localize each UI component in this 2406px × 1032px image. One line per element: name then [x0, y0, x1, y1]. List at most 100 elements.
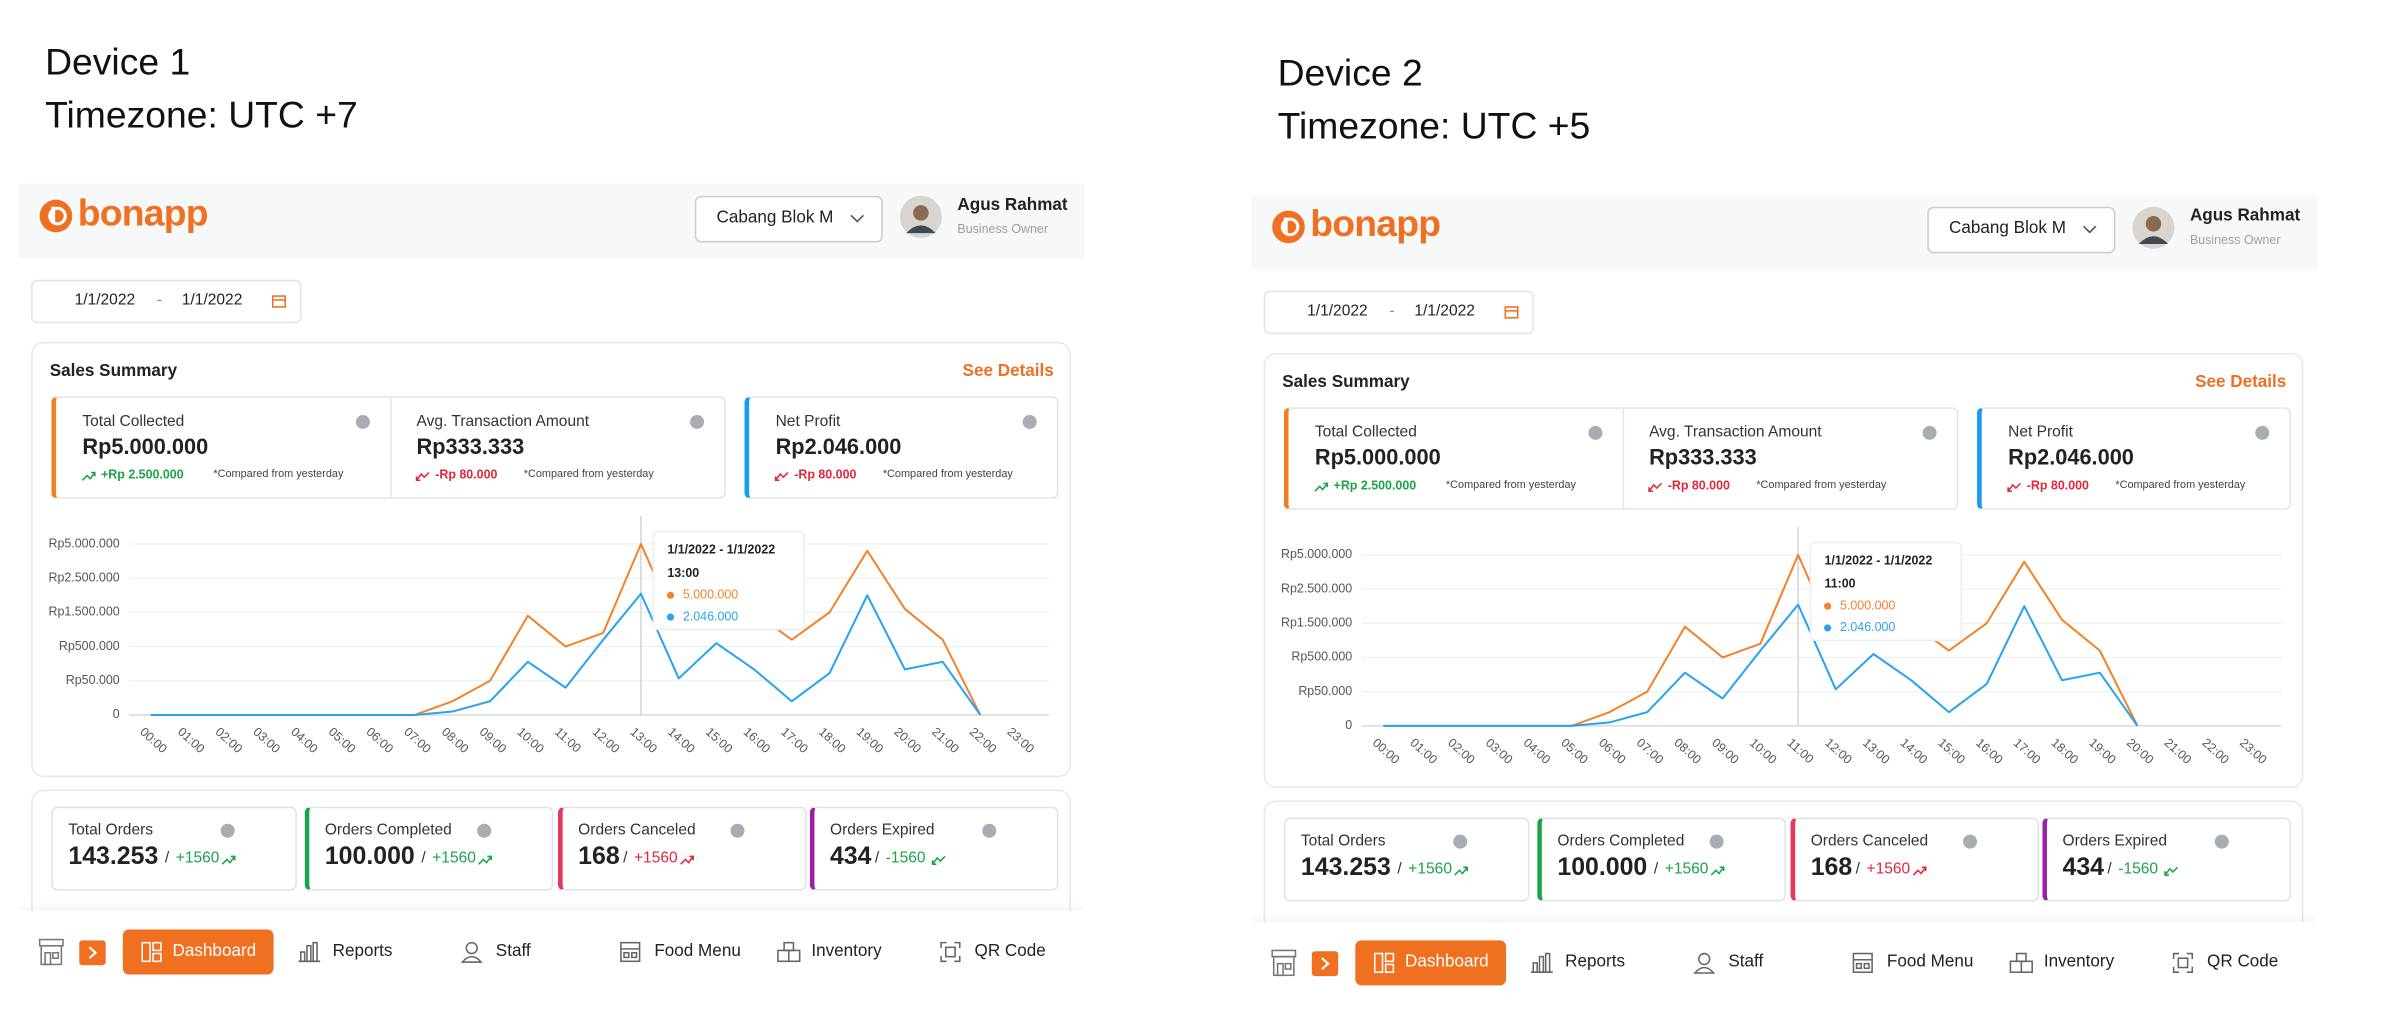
tooltip-value: 5.000.000 [1840, 598, 1895, 612]
metric-group: Net Profit Rp2.046.000 -Rp 80.000 *Compared… [744, 396, 1059, 499]
order-stat: Total Orders 143.253 / +1560 [51, 806, 297, 891]
nav-icon-part [1852, 952, 1873, 973]
branch-select-text: Cabang Blok M [716, 208, 834, 227]
x-tick-label: 03:00 [250, 725, 283, 756]
order-stat: Orders Expired 434/ -1560 [809, 806, 1059, 891]
nav-item[interactable]: Reports [1530, 940, 1671, 985]
y-tick-label: 0 [1345, 718, 1352, 732]
x-tick-label: 13:00 [1860, 736, 1893, 767]
x-tick-label: 04:00 [288, 725, 321, 756]
metric-label: Avg. Transaction Amount [1649, 424, 1822, 442]
nav-item-active[interactable]: Dashboard [1355, 940, 1507, 986]
x-tick-label: 03:00 [1483, 736, 1516, 767]
x-tick-label: 21:00 [2162, 736, 2195, 767]
logo-icon-part [48, 206, 67, 226]
nav-item[interactable]: Reports [298, 929, 438, 974]
order-separator: / [874, 850, 880, 868]
device-label: Device 2 [1277, 52, 1423, 95]
nav-label: Inventory [2043, 952, 2115, 972]
x-tick-label: 14:00 [1898, 736, 1931, 767]
see-details-link[interactable]: See Details [962, 362, 1054, 381]
x-tick-label: 02:00 [1445, 736, 1478, 767]
x-tick-label: 00:00 [1370, 736, 1403, 767]
order-change: +1560 [175, 850, 220, 868]
series-line [1383, 553, 2139, 727]
trend-icon-part [2007, 482, 2022, 492]
metric-label: Net Profit [775, 413, 841, 431]
nav-item[interactable]: Food Menu [620, 929, 760, 974]
nav-item[interactable]: Inventory [777, 929, 917, 974]
info-icon [1709, 834, 1724, 849]
nav-item[interactable]: Staff [460, 929, 602, 974]
date-end: 1/1/2022 [1414, 303, 1475, 321]
calendar-icon [1504, 306, 1519, 319]
trend-icon-part [415, 471, 430, 482]
nav-item[interactable]: Food Menu [1852, 940, 1993, 985]
branch-select[interactable]: Cabang Blok M [694, 195, 883, 243]
nav-item-active[interactable]: Dashboard [122, 929, 274, 975]
order-value: 168 [1810, 854, 1853, 882]
date-range[interactable]: 1/1/2022-1/1/2022 [31, 279, 302, 324]
order-stat: Orders Canceled 168/ +1560 [1790, 817, 2040, 902]
user-role: Business Owner [957, 222, 1048, 237]
nav-icon-part [2172, 952, 2194, 973]
store-icon-part [1271, 949, 1297, 958]
nav-icon [1852, 952, 1873, 973]
metric-label: Total Collected [1314, 424, 1417, 442]
date-end: 1/1/2022 [181, 292, 243, 310]
info-icon [1922, 425, 1937, 440]
logo-icon [1272, 210, 1305, 244]
x-tick-label: 13:00 [627, 725, 660, 756]
nav-icon-part [1544, 952, 1551, 973]
order-separator: / [1855, 861, 1860, 879]
info-icon-part [1963, 834, 1978, 849]
sales-chart: 0 Rp50.000 Rp500.000 Rp1.500.000 Rp2.500.000… [1281, 526, 2282, 767]
nav-item[interactable]: Inventory [2009, 940, 2150, 985]
y-tick-label: Rp5.000.000 [1281, 547, 1352, 561]
nav-label: Food Menu [654, 941, 741, 961]
metric-note: *Compared from yesterday [213, 469, 344, 481]
nav-icon-part [940, 941, 961, 963]
nav-item[interactable]: QR Code [2172, 940, 2313, 985]
timezone-label: Timezone: UTC +7 [45, 94, 358, 137]
x-tick-label: 05:00 [326, 725, 359, 756]
nav-icon-part [783, 941, 795, 952]
avatar-part [913, 205, 929, 221]
metric-change: +Rp 2.500.000 [101, 467, 184, 482]
info-icon-part [982, 823, 997, 838]
date-separator: - [156, 292, 163, 310]
nav-icon [141, 941, 162, 963]
metric-value: Rp5.000.000 [82, 433, 209, 459]
avatar [2132, 206, 2175, 249]
metric-change: +Rp 2.500.000 [1333, 478, 1417, 493]
branch-select[interactable]: Cabang Blok M [1927, 206, 2116, 254]
y-tick-label: Rp2.500.000 [1281, 581, 1352, 595]
tooltip-time: 11:00 [1824, 577, 1855, 591]
x-tick-label: 23:00 [2237, 736, 2270, 767]
order-label: Orders Expired [2062, 833, 2168, 851]
metric-label: Total Collected [82, 413, 185, 431]
metric-change: -Rp 80.000 [1667, 478, 1730, 493]
order-change: +1560 [1664, 861, 1709, 879]
sales-summary-card: Sales Summary See Details Total Collected R… [31, 341, 1071, 778]
nav-label: Dashboard [172, 941, 257, 961]
metric-value: Rp2.046.000 [2008, 444, 2134, 470]
info-icon-part [220, 823, 235, 838]
x-tick-label: 21:00 [929, 725, 962, 756]
nav-item[interactable]: Staff [1693, 940, 1834, 985]
nav-icon-part [2177, 957, 2189, 969]
store-icon-part [1284, 962, 1292, 970]
see-details-link[interactable]: See Details [2195, 373, 2287, 392]
date-range[interactable]: 1/1/2022-1/1/2022 [1263, 290, 1535, 335]
nav-item[interactable]: QR Code [940, 929, 1080, 974]
order-value: 100.000 [324, 843, 415, 871]
nav-icon-part [460, 955, 483, 963]
nav-icon-part [1373, 952, 1384, 973]
expand-button [1311, 951, 1339, 977]
metric-change: -Rp 80.000 [794, 467, 857, 482]
trend-icon [680, 855, 694, 865]
nav-label: QR Code [2207, 952, 2279, 972]
info-icon-part [1453, 834, 1468, 849]
nav-icon [2009, 952, 2033, 973]
trend-icon [81, 471, 96, 481]
